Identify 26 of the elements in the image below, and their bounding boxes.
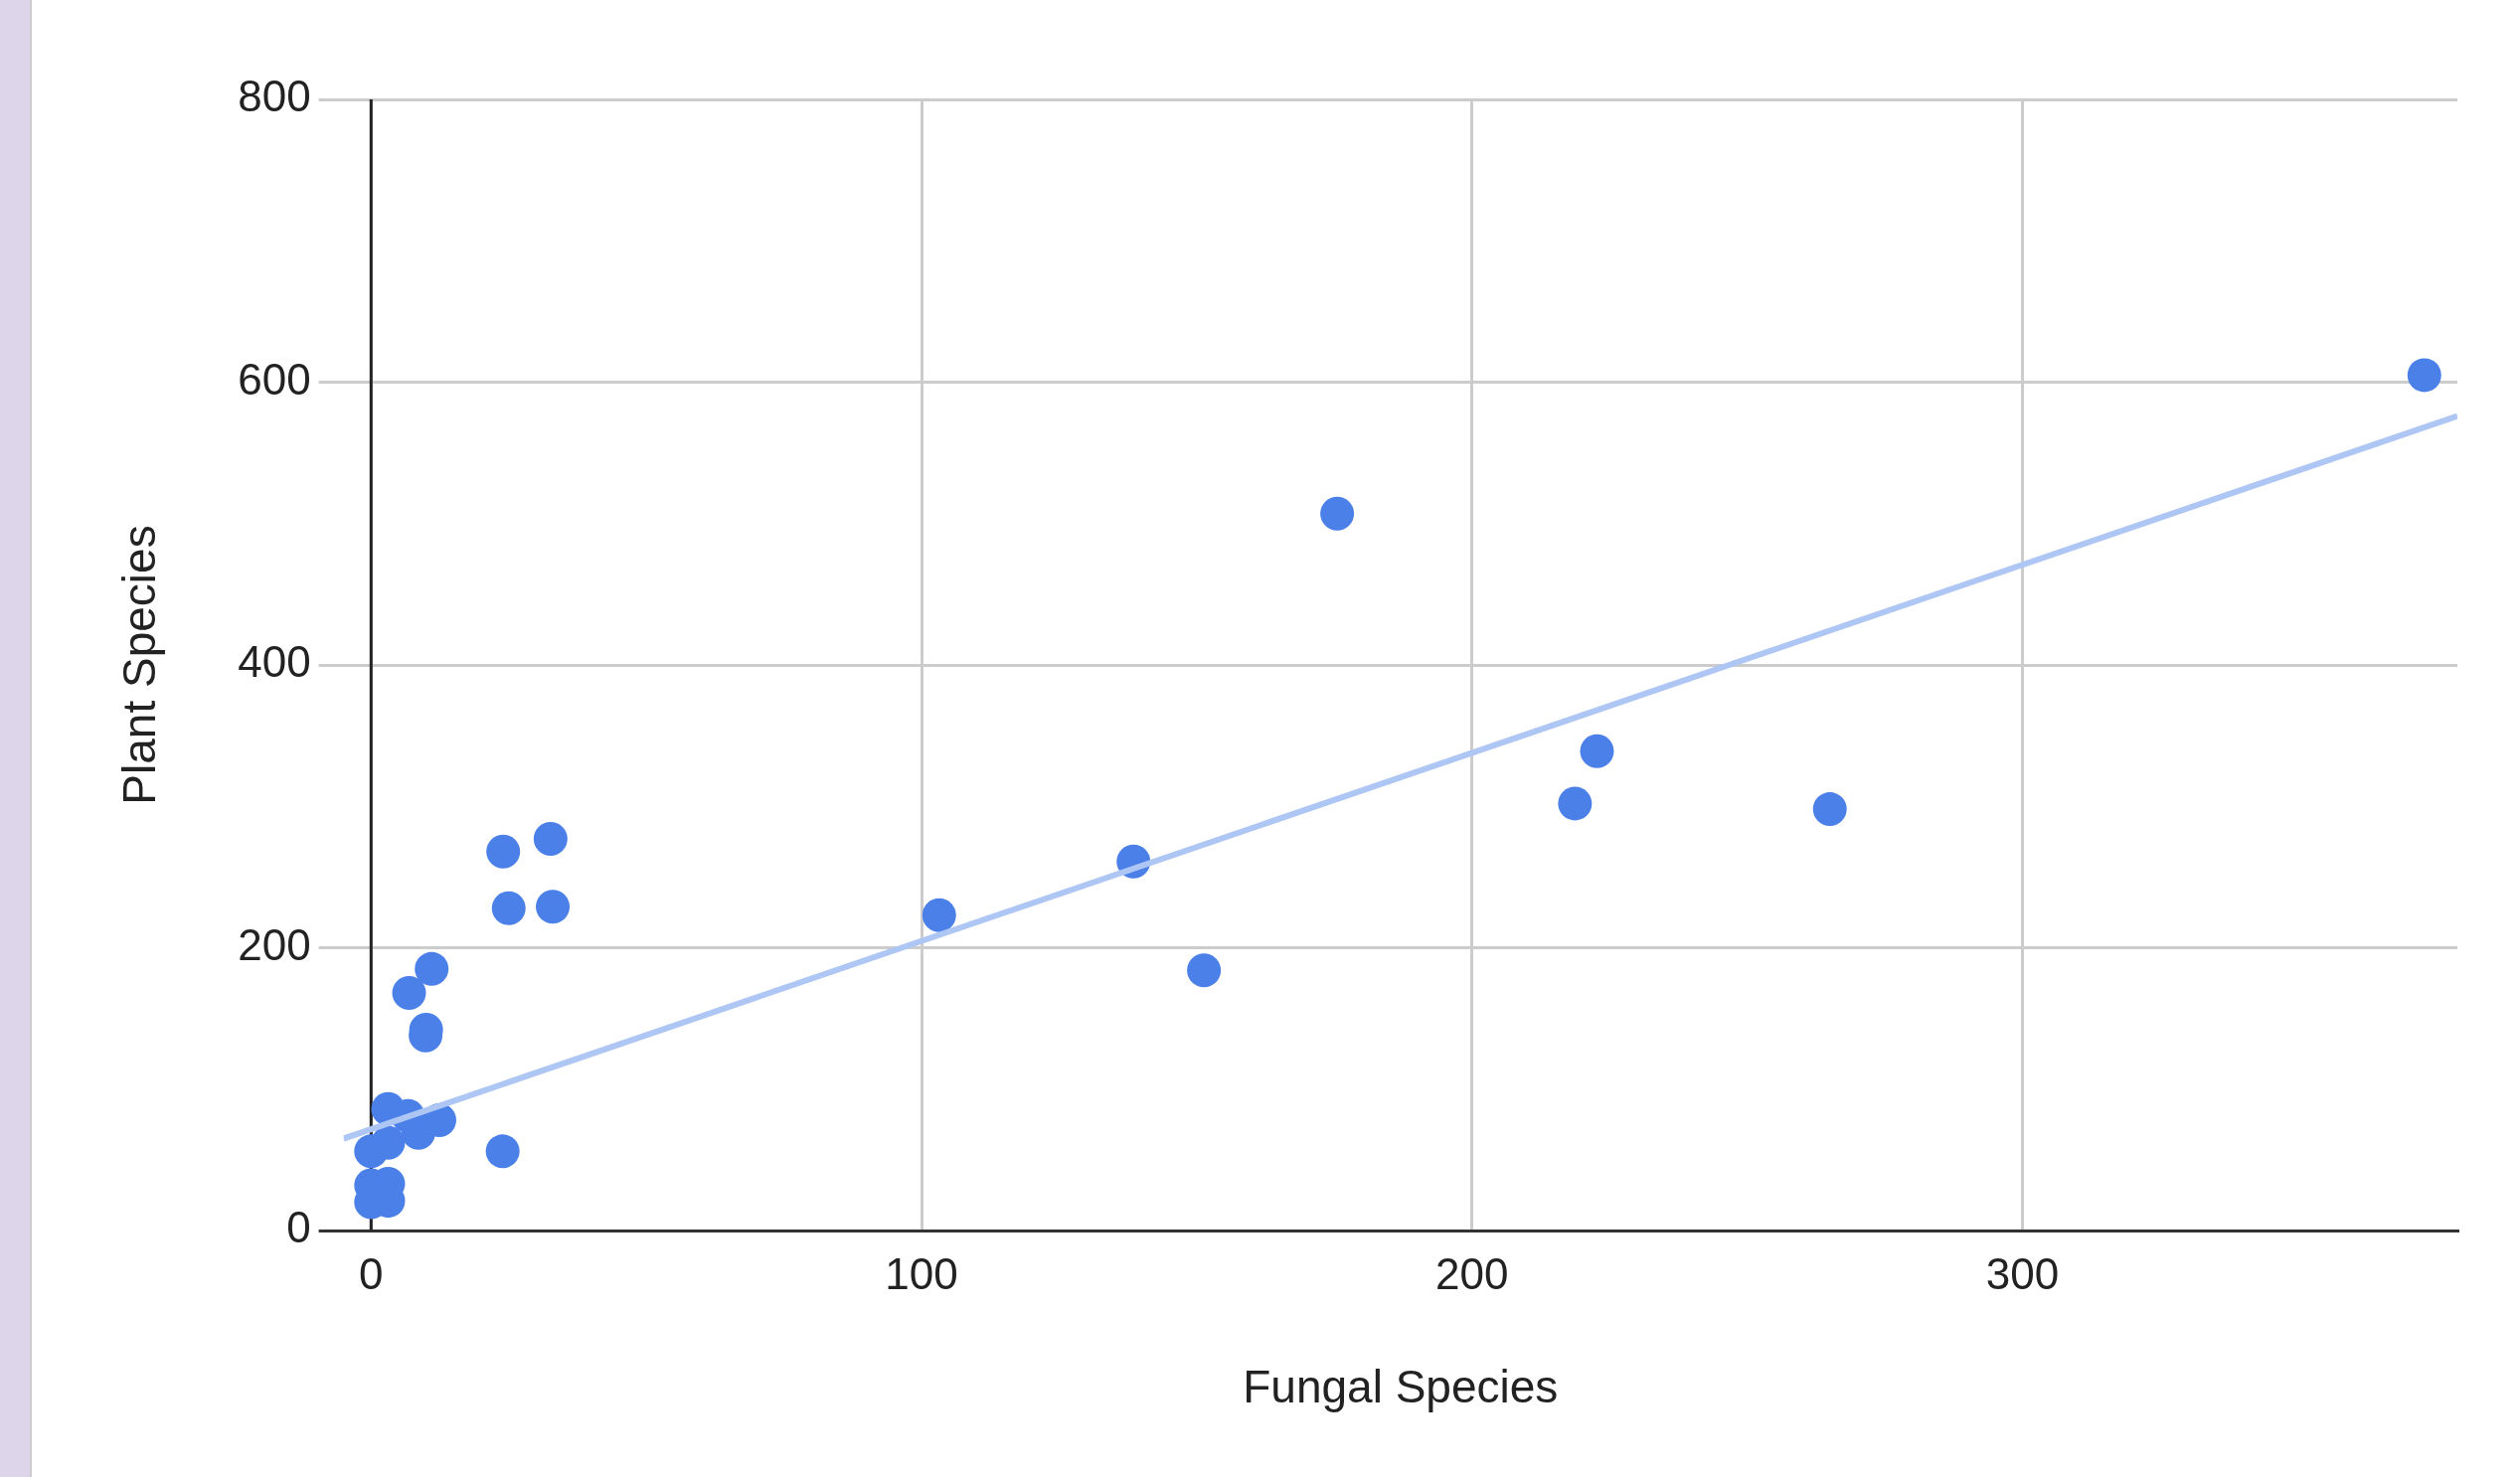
point <box>1580 734 1614 768</box>
point <box>371 1125 406 1160</box>
point <box>533 821 568 856</box>
y-tick-label: 400 <box>238 637 311 687</box>
x-tick-label: 0 <box>359 1248 384 1298</box>
x-tick-label: 200 <box>1435 1248 1509 1298</box>
point <box>392 976 426 1011</box>
point <box>485 1134 520 1169</box>
x-tick-label: 300 <box>1985 1248 2060 1298</box>
point <box>415 951 449 986</box>
y-axis-title: Plant Species <box>113 525 166 805</box>
point <box>922 898 956 932</box>
y-tick-label: 200 <box>238 919 311 969</box>
y-tick-label: 0 <box>286 1203 311 1252</box>
point <box>1812 792 1847 827</box>
point <box>486 834 521 869</box>
point <box>536 890 571 924</box>
point <box>2407 358 2441 393</box>
x-tick-label: 100 <box>885 1248 958 1298</box>
point <box>1320 496 1355 531</box>
point <box>1187 953 1222 988</box>
x-axis-title: Fungal Species <box>1243 1361 1559 1413</box>
y-tick-label: 800 <box>238 72 311 121</box>
y-tick-label: 600 <box>238 354 311 404</box>
point <box>491 891 526 925</box>
point <box>1558 786 1593 821</box>
